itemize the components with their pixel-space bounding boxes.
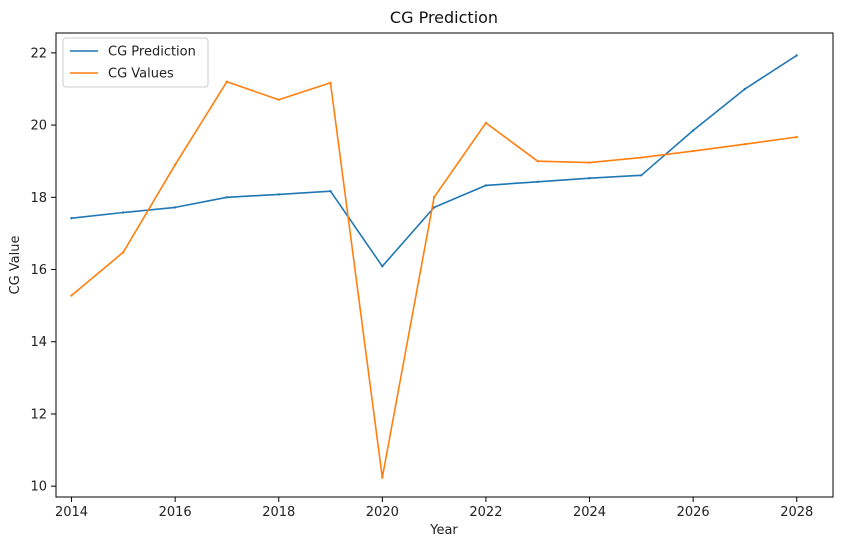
data-point [381,476,384,479]
data-point [173,163,177,166]
legend: CG Prediction CG Values [62,37,209,88]
data-point [484,121,488,125]
data-point [122,251,125,254]
y-axis: 10 12 14 16 18 20 22 [30,46,56,495]
data-point [588,161,591,164]
data-point [795,54,798,57]
data-point [70,217,73,220]
data-point [122,211,125,214]
data-point [536,160,539,163]
data-point [691,149,695,153]
data-point [691,129,695,132]
legend-label: CG Values [108,67,174,82]
x-tick-label: 2022 [469,505,502,520]
y-tick-label: 14 [30,335,47,350]
data-point [173,206,177,209]
data-point [225,196,229,199]
data-point [277,193,280,196]
x-tick-label: 2028 [780,505,813,520]
data-point [432,206,436,209]
data-point [743,143,747,146]
data-point [588,177,591,180]
x-tick-label: 2014 [55,505,88,520]
y-axis-title: CG Value [8,236,23,295]
data-point [381,265,384,268]
data-point [640,174,643,177]
x-axis: 2014 2016 2018 2020 2022 2024 2026 2028 [55,497,813,520]
y-tick-label: 10 [30,480,47,495]
x-tick-label: 2020 [366,505,399,520]
chart-title: CG Prediction [390,8,498,27]
x-tick-label: 2016 [159,505,192,520]
data-point [329,81,332,85]
x-axis-title: Year [429,523,458,538]
data-point [70,294,73,297]
legend-box [62,37,209,88]
y-tick-label: 16 [30,263,47,278]
legend-label: CG Prediction [108,45,196,60]
data-point [743,87,747,91]
data-point [277,98,280,102]
data-point [225,80,229,83]
data-point [795,135,798,139]
series-layer [70,54,798,479]
data-point [640,156,643,159]
y-tick-label: 18 [30,191,47,206]
data-point [536,180,539,183]
x-tick-label: 2026 [677,505,710,520]
y-tick-label: 22 [30,46,47,61]
x-tick-label: 2018 [262,505,295,520]
data-point [329,190,332,193]
y-tick-label: 20 [30,119,47,134]
x-tick-label: 2024 [573,505,606,520]
data-point [432,196,436,199]
plot-area [55,32,834,498]
y-tick-label: 12 [30,407,47,422]
data-point [484,184,488,187]
